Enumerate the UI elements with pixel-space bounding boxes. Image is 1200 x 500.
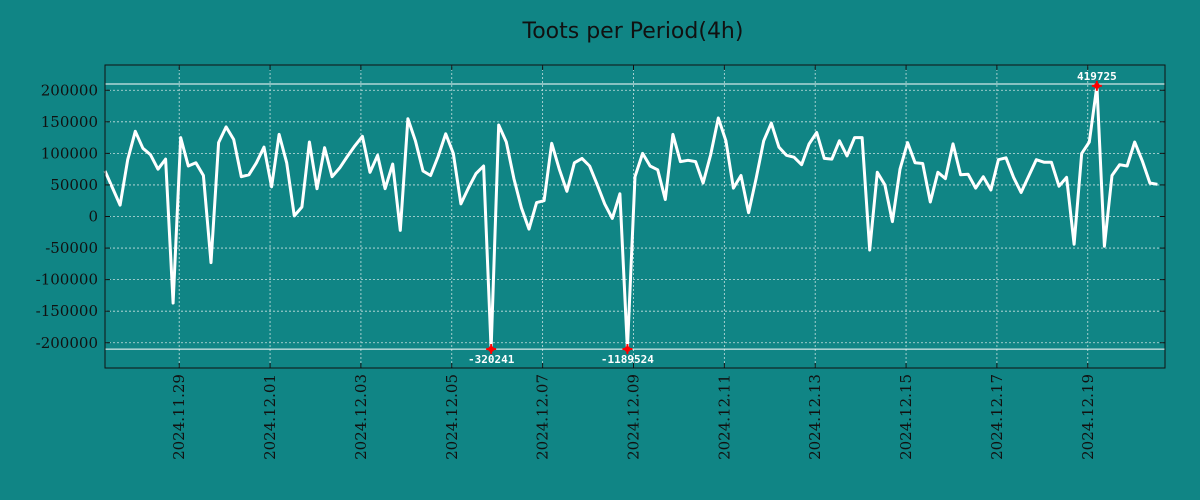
annotation-label: -320241 xyxy=(468,353,515,366)
reference-lines xyxy=(105,83,1165,350)
y-tick-label: 50000 xyxy=(50,176,98,194)
series-group xyxy=(103,84,1158,351)
x-axis: 2024.11.29 2024.12.01 2024.12.03 2024.12.05… xyxy=(170,65,1097,460)
peak-marker-dot xyxy=(624,346,631,353)
series-line xyxy=(103,84,1158,351)
annotation-label: -1189524 xyxy=(601,353,654,366)
y-tick-label: 150000 xyxy=(41,113,98,131)
peak-marker-dot xyxy=(1093,82,1100,89)
x-tick-label: 2024.12.05 xyxy=(443,374,461,460)
x-tick-label: 2024.12.15 xyxy=(897,374,915,460)
y-tick-label: -100000 xyxy=(36,271,98,289)
x-tick-label: 2024.11.29 xyxy=(170,374,188,460)
peak-marker-dot xyxy=(488,346,495,353)
chart-title: Toots per Period(4h) xyxy=(522,19,744,44)
y-tick-label: -150000 xyxy=(36,302,98,320)
x-tick-label: 2024.12.03 xyxy=(352,374,370,460)
y-tick-label: 0 xyxy=(88,208,98,226)
x-tick-label: 2024.12.17 xyxy=(988,374,1006,460)
y-tick-label: -50000 xyxy=(45,239,98,257)
annotation-label: 419725 xyxy=(1077,70,1117,83)
y-tick-label: -200000 xyxy=(36,334,98,352)
x-tick-label: 2024.12.07 xyxy=(534,374,552,460)
x-tick-label: 2024.12.19 xyxy=(1079,374,1097,460)
markers-group: -320241 -1189524 419725 xyxy=(468,70,1117,366)
y-tick-label: 200000 xyxy=(41,81,98,99)
x-tick-label: 2024.12.01 xyxy=(261,374,279,460)
y-axis: 200000 150000 100000 50000 0 -50000 -100000 -15… xyxy=(36,81,1165,352)
grid xyxy=(105,65,1165,368)
y-tick-label: 100000 xyxy=(41,144,98,162)
x-tick-label: 2024.12.11 xyxy=(715,374,733,460)
x-tick-label: 2024.12.13 xyxy=(806,374,824,460)
x-tick-label: 2024.12.09 xyxy=(624,374,642,460)
